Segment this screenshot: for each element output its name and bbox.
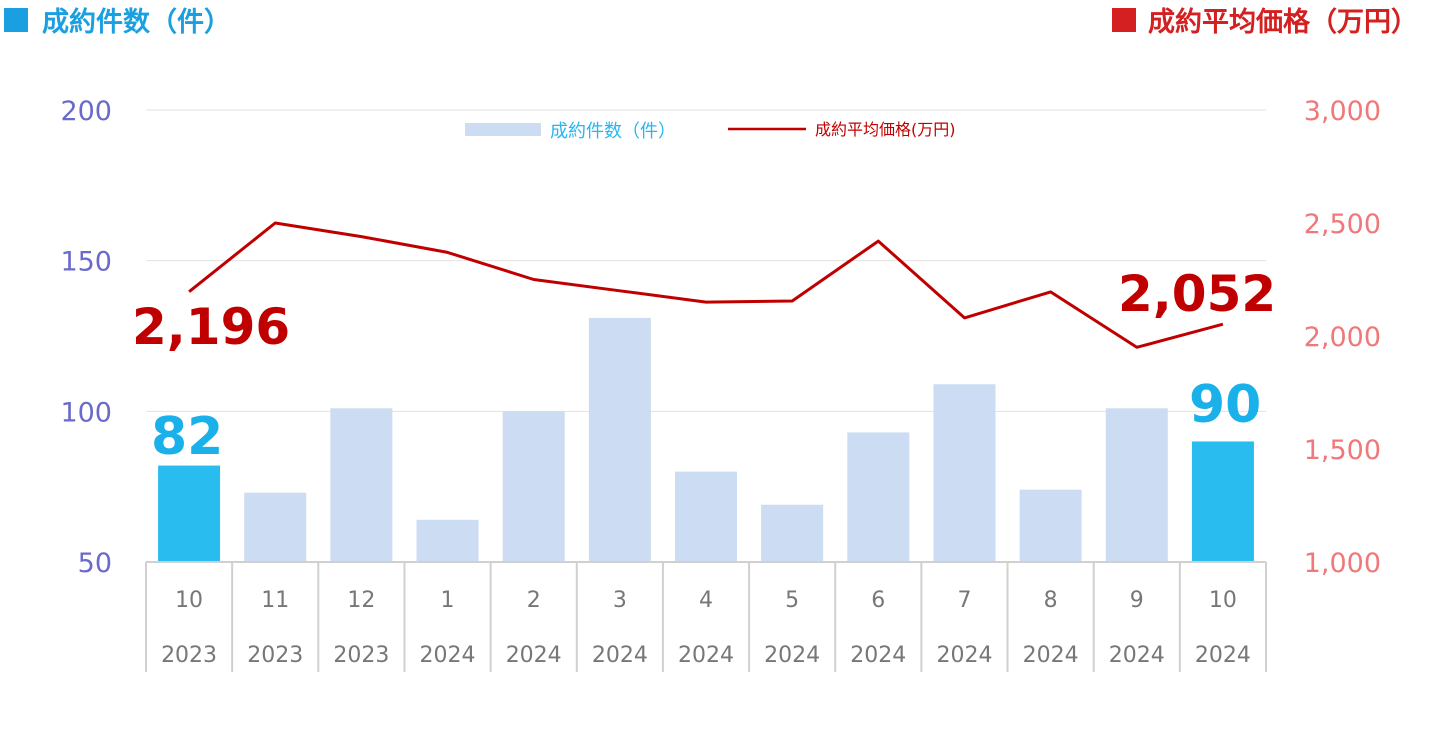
- bar: [1105, 408, 1168, 562]
- gridlines: [146, 109, 1266, 412]
- legend-bar-label: 成約件数（件）: [550, 121, 676, 142]
- right-axis-title: 成約平均価格（万円）: [1148, 6, 1418, 38]
- month-label: 1: [441, 588, 455, 613]
- month-label: 7: [957, 588, 971, 613]
- left-tick-label: 150: [60, 247, 112, 278]
- right-tick-label: 2,000: [1304, 322, 1381, 353]
- left-tick-label: 50: [78, 548, 112, 579]
- month-label: 10: [175, 588, 203, 613]
- year-label: 2024: [850, 643, 906, 668]
- year-label: 2024: [592, 643, 648, 668]
- bar: [330, 408, 393, 562]
- month-label: 6: [871, 588, 885, 613]
- line-first-value-label: 2,196: [132, 298, 290, 356]
- left-title-marker: [4, 8, 28, 32]
- line-series: [188, 221, 1224, 349]
- month-label: 12: [347, 588, 375, 613]
- bar: [933, 384, 996, 562]
- month-label: 4: [699, 588, 713, 613]
- bar: [675, 471, 737, 562]
- bar: [588, 317, 651, 562]
- month-label: 5: [785, 588, 799, 613]
- year-label: 2023: [333, 643, 389, 668]
- month-label: 8: [1044, 588, 1058, 613]
- right-tick-label: 3,000: [1304, 96, 1381, 127]
- bar-highlighted: [158, 465, 221, 562]
- bar: [244, 492, 307, 562]
- month-label: 3: [613, 588, 627, 613]
- right-tick-label: 1,000: [1304, 548, 1381, 579]
- right-title-marker: [1112, 8, 1136, 32]
- bar-last-value-label: 90: [1189, 375, 1261, 435]
- year-label: 2024: [1109, 643, 1165, 668]
- left-axis-title: 成約件数（件）: [42, 6, 231, 38]
- price-line: [188, 221, 1224, 349]
- bar: [847, 432, 910, 562]
- category-axis: 10 2023 11 2023 12 2023 1 2024 2 2024 3 2024 4 2024 5 2…: [145, 561, 1267, 672]
- year-label: 2024: [936, 643, 992, 668]
- year-label: 2024: [420, 643, 476, 668]
- year-label: 2024: [1195, 643, 1251, 668]
- month-label: 2: [527, 588, 541, 613]
- year-label: 2024: [764, 643, 820, 668]
- bar-series: [158, 317, 1254, 562]
- right-tick-label: 2,500: [1304, 209, 1381, 240]
- year-label: 2023: [247, 643, 303, 668]
- right-tick-label: 1,500: [1304, 435, 1381, 466]
- bar: [1019, 489, 1082, 562]
- left-tick-label: 100: [60, 397, 112, 428]
- year-label: 2024: [678, 643, 734, 668]
- bar-first-value-label: 82: [151, 407, 223, 467]
- month-label: 10: [1209, 588, 1237, 613]
- bar: [502, 411, 565, 562]
- year-label: 2024: [506, 643, 562, 668]
- bar-highlighted: [1191, 441, 1254, 562]
- left-axis-ticks: 200 150 100 50: [60, 96, 112, 579]
- right-axis-ticks: 3,000 2,500 2,000 1,500 1,000: [1304, 96, 1381, 579]
- legend-bar-swatch: [465, 123, 541, 136]
- year-label: 2023: [161, 643, 217, 668]
- bar: [416, 519, 479, 562]
- year-label: 2024: [1023, 643, 1079, 668]
- month-label: 11: [261, 588, 289, 613]
- bar: [761, 504, 824, 562]
- legend-line-label: 成約平均価格(万円): [815, 120, 956, 139]
- month-label: 9: [1130, 588, 1144, 613]
- left-tick-label: 200: [60, 96, 112, 127]
- line-last-value-label: 2,052: [1118, 265, 1276, 323]
